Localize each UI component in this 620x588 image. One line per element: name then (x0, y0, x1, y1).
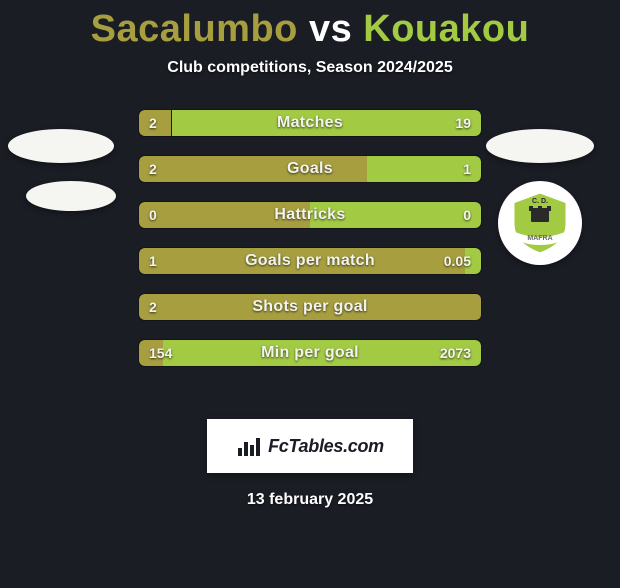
stat-bar-row: Min per goal1542073 (138, 339, 482, 367)
comparison-stage: C. D. MAFRA Matches219 Goals21 Hattricks00… (0, 109, 620, 409)
page-title: Sacalumbo vs Kouakou (0, 8, 620, 51)
bar-chart-icon (236, 434, 264, 458)
date: 13 february 2025 (0, 491, 620, 509)
bar-left-fill (139, 340, 163, 366)
bar-left-fill (139, 110, 171, 136)
stat-bar-row: Hattricks00 (138, 201, 482, 229)
svg-text:MAFRA: MAFRA (527, 235, 552, 242)
player-left-avatar-small (26, 181, 116, 211)
subtitle: Club competitions, Season 2024/2025 (0, 59, 620, 77)
bar-left-fill (139, 294, 481, 320)
bar-right-fill (367, 156, 481, 182)
stat-bars: Matches219 Goals21 Hattricks00 Goals per ma… (138, 109, 482, 385)
bar-left-fill (139, 248, 465, 274)
bar-right-fill (172, 110, 482, 136)
player-right-avatar (486, 129, 594, 163)
shield-icon: C. D. MAFRA (505, 188, 575, 258)
bar-right-fill (310, 202, 481, 228)
stat-bar-row: Goals21 (138, 155, 482, 183)
bar-right-fill (465, 248, 481, 274)
stat-bar-row: Shots per goal2 (138, 293, 482, 321)
stat-bar-row: Matches219 (138, 109, 482, 137)
stat-bar-row: Goals per match10.05 (138, 247, 482, 275)
title-left: Sacalumbo (91, 8, 298, 50)
bar-left-fill (139, 156, 367, 182)
title-vs: vs (309, 8, 352, 50)
brand-box[interactable]: FcTables.com (207, 419, 413, 473)
bar-left-fill (139, 202, 310, 228)
brand-name: FcTables.com (268, 436, 384, 457)
bar-right-fill (163, 340, 481, 366)
player-left-avatar (8, 129, 114, 163)
svg-text:C. D.: C. D. (532, 198, 548, 205)
club-crest: C. D. MAFRA (498, 181, 582, 265)
title-right: Kouakou (363, 8, 529, 50)
